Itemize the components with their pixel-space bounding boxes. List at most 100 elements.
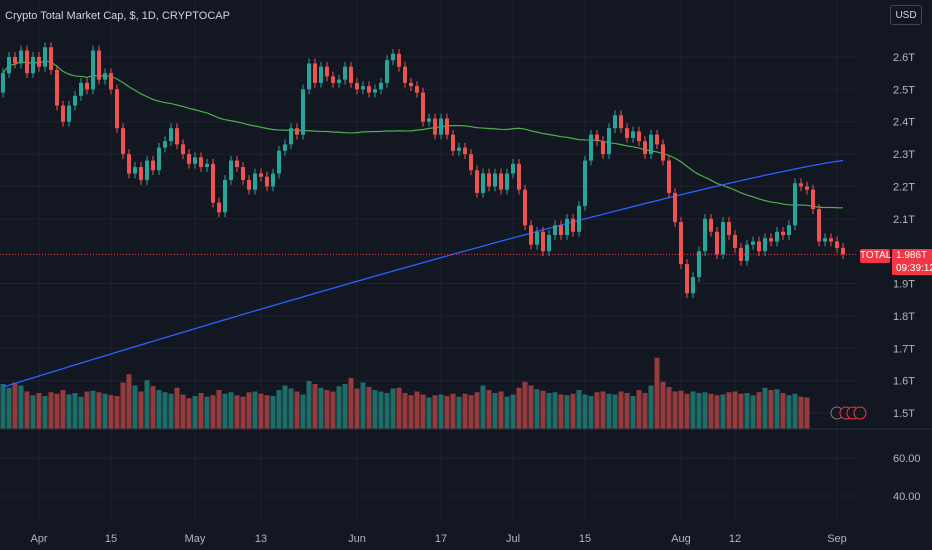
candle-body [649,134,653,155]
candle-body [493,173,497,187]
candle-body [721,222,725,255]
volume-bar [276,390,282,429]
event-markers[interactable] [830,406,867,420]
candle-body [775,231,779,242]
y-tick-label: 1.5T [893,408,915,420]
volume-bar [714,395,720,429]
volume-bar [72,393,78,429]
volume-bar [384,393,390,429]
candle-body [337,79,341,83]
x-tick-label: 17 [435,533,447,545]
candle-body [97,50,101,80]
volume-bar [132,385,138,429]
candle-body [319,66,323,83]
price-axis[interactable]: 2.6T 2.5T 2.4T 2.3T 2.2T 2.1T 1.9T 1.8T 1.7T 1.6T… [893,52,921,503]
volume-bar [252,391,258,429]
dividend-icon-3[interactable] [853,406,867,420]
x-tick-label: 13 [255,533,267,545]
volume-bar [798,396,804,429]
candle-body [409,82,413,87]
volume-bar [480,385,486,429]
candle-body [397,53,401,67]
candle-body [211,163,215,203]
volume-bar [462,393,468,429]
volume-bar [618,391,624,429]
candle-body [781,231,785,235]
volume-bar [594,392,600,429]
time-axis[interactable]: Apr 15 May 13 Jun 17 Jul 15 Aug 12 Sep [30,533,846,545]
candle-body [733,235,737,248]
volume-bar [102,393,108,429]
chart-title: Crypto Total Market Cap, $, 1D, CRYPTOCA… [5,10,230,22]
candle-body [283,144,287,151]
candle-body [451,134,455,151]
volume-bar [0,384,6,429]
candle-body [715,231,719,255]
volume-bar [378,391,384,429]
candle-body [169,128,173,142]
candle-body [571,218,575,232]
volume-bar [672,391,678,429]
symbol-price-tag: TOTAL [860,249,892,263]
volume-bar [438,394,444,429]
candle-body [217,202,221,213]
candle-body [553,225,557,235]
candle-body [19,50,23,64]
candle-body [145,160,149,180]
candle-body [205,163,209,168]
candle-body [511,163,515,174]
candle-body [421,92,425,122]
x-tick-label: Aug [671,533,691,545]
candle-body [541,231,545,252]
candle-body [673,192,677,223]
y-tick-label: 2.1T [893,214,915,226]
candle-body [823,238,827,242]
volume-bar [336,386,342,429]
candle-body [769,238,773,242]
volume-bar [768,390,774,429]
volume-bar [648,385,654,429]
candle-body [103,73,107,80]
volume-bar [390,388,396,429]
volume-bar [324,390,330,429]
volume-bar [372,390,378,429]
y-tick-label: 1.7T [893,343,915,355]
candle-body [517,163,521,190]
candle-body [163,141,167,148]
currency-button[interactable]: USD [890,5,922,25]
candle-body [91,50,95,90]
volume-bar [444,396,450,429]
candle-body [811,189,815,210]
candle-body [499,173,503,190]
x-tick-label: 15 [105,533,117,545]
candlestick-series [1,42,845,299]
candle-body [25,50,29,74]
x-tick-label: Jun [348,533,366,545]
candle-body [157,147,161,171]
candle-body [193,157,197,164]
volume-bar [402,393,408,429]
candle-body [187,154,191,164]
volume-bar [270,396,276,429]
candle-body [289,128,293,145]
volume-bar [690,391,696,429]
volume-bar [468,395,474,429]
volume-bar [582,394,588,429]
candle-body [757,241,761,252]
volume-bar [240,396,246,429]
volume-bar [576,390,582,429]
ma-200-line [2,159,844,388]
candle-body [37,57,41,67]
volume-bar [330,391,336,429]
volume-bar [84,391,90,429]
candle-body [229,160,233,180]
volume-bar [624,393,630,429]
candle-body [427,118,431,122]
candle-body [241,167,245,180]
candle-body [841,247,845,255]
volume-bar [234,395,240,429]
volume-bar [342,384,348,429]
candle-body [667,160,671,193]
volume-bar [12,382,18,429]
